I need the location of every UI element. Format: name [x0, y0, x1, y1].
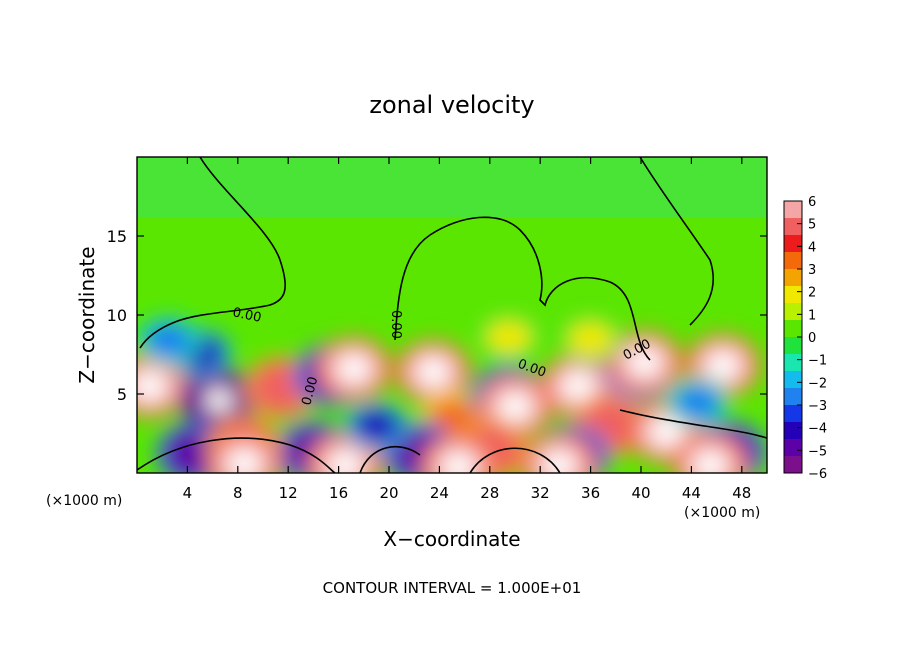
- contour-line: [619, 409, 767, 439]
- colorbar-swatch: [784, 337, 802, 355]
- colorbar-swatch: [784, 269, 802, 287]
- velocity-cell: [428, 398, 476, 435]
- x-tick-label: 16: [329, 484, 348, 502]
- velocity-peak: [498, 392, 532, 421]
- contour-label: 0.00: [388, 310, 403, 339]
- velocity-peak: [542, 450, 576, 473]
- x-tick-label: 40: [631, 484, 650, 502]
- contour-line: [469, 447, 561, 473]
- colorbar-label: 2: [808, 286, 816, 301]
- x-tick-label: 4: [183, 484, 193, 502]
- y-axis-ticks: 5 10 15: [107, 227, 767, 404]
- colorbar-label: −6: [808, 467, 827, 482]
- colorbar-label: −3: [808, 399, 827, 414]
- colorbar-swatch: [784, 303, 802, 321]
- velocity-peak: [706, 351, 740, 380]
- velocity-peak: [205, 388, 233, 413]
- contour-label: 0.00: [231, 305, 262, 326]
- colorbar-swatch: [784, 405, 802, 423]
- x-axis-units-right: (×1000 m): [684, 505, 760, 521]
- y-tick-label: 10: [107, 306, 127, 325]
- velocity-peak: [693, 450, 727, 473]
- contour-line: [394, 216, 651, 361]
- zero-contours: [137, 157, 767, 473]
- upper-cyan-band: [137, 157, 767, 217]
- colorbar-label: 5: [808, 218, 816, 233]
- contour-line: [639, 157, 715, 326]
- velocity-cell: [566, 320, 615, 357]
- velocity-peak: [137, 371, 167, 401]
- colorbar-swatch: [784, 201, 802, 219]
- velocity-peak: [416, 357, 450, 387]
- colorbar-swatch: [784, 320, 802, 338]
- contour-label: 0.00: [299, 375, 321, 407]
- velocity-field: [137, 313, 767, 473]
- x-tick-label: 28: [480, 484, 499, 502]
- x-tick-label: 12: [279, 484, 298, 502]
- colorbar-swatch: [784, 371, 802, 389]
- velocity-peak: [227, 449, 261, 473]
- velocity-peak: [628, 348, 662, 377]
- colorbar-label: 3: [808, 263, 816, 278]
- contour-interval-note: CONTOUR INTERVAL = 1.000E+01: [323, 579, 582, 597]
- x-tick-label: 20: [379, 484, 398, 502]
- velocity-peak: [337, 354, 371, 384]
- colorbar-swatch: [784, 439, 802, 457]
- colorbar-label: 1: [808, 308, 816, 323]
- colorbar-label: −2: [808, 376, 827, 391]
- x-tick-label: 32: [531, 484, 550, 502]
- colorbar-label: 0: [808, 331, 816, 346]
- colorbar-swatch: [784, 422, 802, 440]
- y-axis-label: Z−coordinate: [75, 246, 99, 383]
- x-tick-label: 44: [682, 484, 701, 502]
- colorbar-swatch: [784, 456, 802, 474]
- y-tick-label: 5: [117, 385, 127, 404]
- velocity-cell: [673, 383, 722, 420]
- x-tick-label: 48: [732, 484, 751, 502]
- colorbar: 6 5 4 3 2 1 0 −1 −2 −3 −4 −5 −6: [783, 195, 827, 482]
- colorbar-label: −1: [808, 354, 827, 369]
- colorbar-swatch: [784, 252, 802, 270]
- velocity-cell: [352, 407, 401, 444]
- velocity-cell: [144, 322, 193, 359]
- chart-title: zonal velocity: [369, 91, 534, 119]
- x-tick-label: 36: [581, 484, 600, 502]
- colorbar-swatch: [784, 354, 802, 372]
- velocity-cell: [484, 319, 533, 356]
- colorbar-label: 6: [808, 195, 816, 210]
- colorbar-swatch: [784, 235, 802, 253]
- x-tick-label: 24: [430, 484, 449, 502]
- colorbar-label: −5: [808, 444, 827, 459]
- colorbar-label: −4: [808, 422, 827, 437]
- velocity-peak: [441, 452, 475, 473]
- contour-line: [139, 157, 286, 349]
- x-axis-units-left: (×1000 m): [46, 493, 122, 509]
- colorbar-swatch: [784, 218, 802, 236]
- velocity-peak: [328, 450, 362, 473]
- colorbar-label: 4: [808, 240, 816, 255]
- velocity-peak: [561, 371, 595, 401]
- x-axis-ticks: 4 8 12 16 20 24 28 32 36 40 44 48: [183, 157, 751, 502]
- y-tick-label: 15: [107, 227, 127, 246]
- colorbar-swatch: [784, 388, 802, 406]
- contour-line: [359, 445, 421, 473]
- colorbar-swatch: [784, 286, 802, 304]
- plot-area: [137, 157, 767, 473]
- x-tick-label: 8: [233, 484, 243, 502]
- velocity-peak: [649, 417, 683, 447]
- contour-line: [137, 437, 336, 473]
- x-axis-label: X−coordinate: [383, 527, 520, 551]
